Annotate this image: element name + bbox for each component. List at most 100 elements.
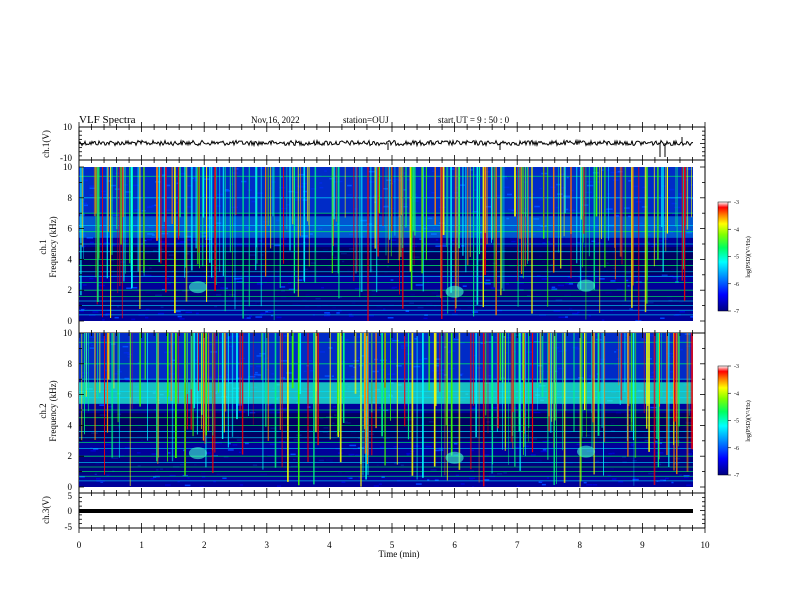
- spectrogram-cell: [635, 320, 642, 321]
- spectrogram-cell: [83, 204, 88, 207]
- spectrogram-cell: [614, 363, 619, 366]
- spec-ytick-label: 10: [63, 328, 73, 338]
- spectrogram-cell: [587, 362, 590, 364]
- spectrogram-cell: [415, 284, 423, 286]
- x-tick-label: 10: [701, 540, 711, 550]
- spectrogram-cell: [671, 481, 674, 484]
- spectrogram-cell: [601, 169, 604, 171]
- x-tick-label: 1: [139, 540, 144, 550]
- spectrogram-cell: [99, 404, 104, 406]
- spectrogram-cell: [444, 346, 447, 348]
- spectrogram-cell: [80, 310, 84, 312]
- x-tick-label: 8: [578, 540, 583, 550]
- spectrogram-cell: [542, 449, 547, 451]
- colorbar-tick-label: -4: [734, 391, 739, 397]
- spectrogram-cell: [567, 276, 572, 279]
- spectrogram-cell: [434, 449, 440, 452]
- spectrogram-cell: [348, 477, 353, 479]
- ch2-spectrogram-panel: 0 2 4 6 8 10 ch.2 Frequency (kHz): [38, 328, 705, 494]
- spectrogram-cell: [81, 202, 87, 205]
- spectrogram-cell: [337, 180, 343, 183]
- spec-ytick-label: 0: [68, 316, 73, 326]
- spectrogram-cell: [90, 344, 94, 347]
- spectrogram-cell: [586, 184, 594, 187]
- spectrogram-cell: [546, 477, 549, 479]
- spectrogram-cell: [435, 239, 439, 241]
- spectrogram-cell: [205, 452, 211, 454]
- spectrogram-cell: [281, 377, 286, 379]
- spectrogram-cell: [349, 365, 353, 367]
- spectrogram-cell: [100, 481, 104, 483]
- spectrogram-cell: [257, 374, 262, 376]
- spectrogram-cell: [622, 380, 626, 382]
- spectrogram-cell: [367, 314, 374, 317]
- spectrogram-cell: [390, 279, 394, 281]
- spectrogram-cell: [369, 181, 375, 183]
- spectrogram-cell: [514, 446, 520, 449]
- spectrogram-cell: [557, 193, 563, 195]
- spectrogram-cell: [423, 357, 428, 360]
- spectrogram-cell: [431, 192, 436, 194]
- spectrogram-cell: [462, 285, 467, 287]
- spectrogram-cell: [324, 312, 330, 314]
- chorus-emission: [577, 279, 596, 292]
- spectrogram-cell: [469, 477, 475, 479]
- spectrogram-cell: [610, 171, 616, 174]
- spectrogram-cell: [438, 447, 444, 449]
- spectrogram-cell: [207, 376, 214, 379]
- spectrogram-cell: [459, 374, 463, 376]
- spectrogram-cell: [693, 470, 698, 472]
- x-tick-label: 7: [515, 540, 520, 550]
- spectrogram-cell: [236, 244, 243, 246]
- spectrogram-cell: [631, 185, 639, 188]
- spectrogram-cell: [351, 376, 356, 378]
- spectrogram-cell: [472, 211, 479, 213]
- spectrogram-cell: [436, 358, 441, 360]
- spectrogram-cell: [563, 195, 571, 197]
- spectrogram-cell: [501, 380, 508, 383]
- spectrogram-cell: [147, 238, 152, 241]
- spectrogram-cell: [473, 189, 477, 191]
- spectrogram-cell: [269, 443, 276, 446]
- ch1-spectrogram-panel: 0 2 4 6 8 10 ch.1 Frequency (kHz): [38, 159, 705, 334]
- spectrogram-cell: [344, 211, 351, 214]
- spectrogram-cell: [547, 241, 551, 243]
- spectrogram-cell: [110, 184, 116, 187]
- spectrogram-cell: [176, 313, 182, 315]
- spectrogram-cell: [473, 354, 477, 357]
- spectrogram-cell: [630, 443, 636, 445]
- spectrogram-cell: [92, 311, 99, 313]
- spectrogram-cell: [397, 179, 403, 181]
- spectrogram-cell: [85, 348, 90, 351]
- spec-ytick-label: 10: [63, 162, 73, 172]
- spectrogram-cell: [485, 279, 491, 282]
- spectrogram-cell: [431, 170, 436, 172]
- spectrogram-cell: [184, 484, 191, 487]
- spectrogram-cell: [82, 284, 87, 286]
- spectrogram-cell: [472, 486, 475, 487]
- spectrogram-cell: [285, 204, 291, 206]
- spectrogram-cell: [402, 189, 407, 191]
- spectrogram-cell: [608, 452, 612, 455]
- spectrogram-cell: [426, 210, 430, 212]
- spectrogram-cell: [347, 194, 352, 196]
- spectrogram-cell: [225, 287, 228, 290]
- spectrogram-cell: [679, 311, 685, 313]
- spectrogram-cell: [629, 308, 633, 310]
- spectrogram-cell: [676, 196, 682, 198]
- spectrogram-cell: [105, 313, 110, 315]
- spectrogram-cell: [124, 447, 131, 449]
- spectrogram-cell: [660, 317, 665, 319]
- spectrogram-cell: [460, 483, 465, 485]
- spectrogram-cell: [227, 449, 234, 451]
- chorus-emission: [188, 281, 207, 294]
- spectrogram-cell: [319, 186, 324, 189]
- colorbar-tick-label: -7: [734, 473, 739, 479]
- ch3-ylabel: ch.3(V): [41, 496, 51, 524]
- spectrogram-cell: [215, 205, 221, 207]
- spectrogram-cell: [176, 334, 180, 337]
- spectrogram-cell: [373, 485, 379, 487]
- spectrogram-cell: [319, 182, 323, 184]
- spectrogram-cell: [79, 476, 85, 478]
